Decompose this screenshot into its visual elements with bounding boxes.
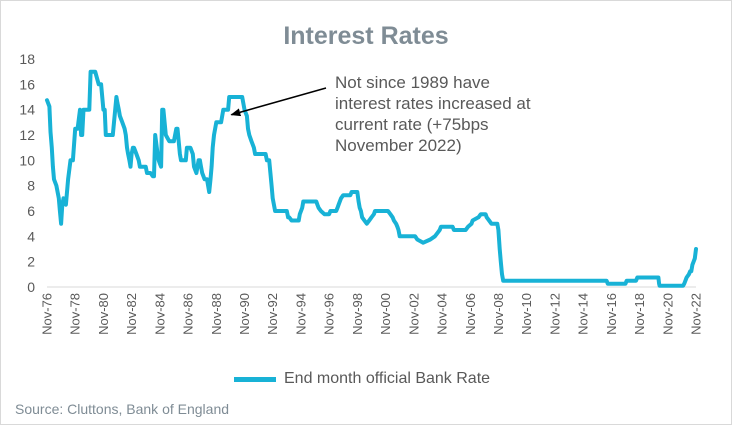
x-tick-label: Nov-78: [68, 293, 83, 335]
y-tick-label: 14: [19, 102, 35, 118]
series-line-bank-rate: [45, 69, 698, 288]
x-tick-label: Nov-06: [463, 293, 478, 335]
x-tick-label: Nov-18: [632, 293, 647, 335]
x-tick-label: Nov-14: [576, 293, 591, 335]
x-tick-label: Nov-84: [152, 293, 167, 335]
x-tick-label: Nov-76: [40, 293, 55, 335]
y-tick-label: 4: [27, 228, 35, 244]
x-tick-label: Nov-00: [378, 293, 393, 335]
legend-swatch: [234, 376, 276, 382]
y-axis: 0 2 4 6 8 10 12 14 16 18: [19, 51, 35, 295]
y-tick-label: 18: [19, 51, 35, 67]
source-note: Source: Cluttons, Bank of England: [15, 401, 230, 417]
y-tick-label: 8: [27, 178, 35, 194]
y-tick-label: 2: [27, 254, 35, 270]
x-axis: Nov-76 Nov-78 Nov-80 Nov-82 Nov-84 Nov-86 Nov-…: [40, 286, 704, 335]
legend: End month official Bank Rate: [234, 370, 490, 388]
x-tick-label: Nov-90: [237, 293, 252, 335]
y-tick-label: 16: [19, 76, 35, 92]
annotation-line: current rate (+75bps: [335, 115, 489, 134]
annotation-text: Not since 1989 have interest rates incre…: [335, 72, 531, 156]
chart-title: Interest Rates: [283, 22, 449, 50]
annotation-line: interest rates increased at: [335, 94, 531, 113]
y-tick-label: 10: [19, 152, 35, 168]
x-tick-label: Nov-20: [660, 293, 675, 335]
annotation-arrow: [230, 87, 327, 117]
annotation-line: November 2022): [335, 136, 462, 155]
x-tick-label: Nov-86: [181, 293, 196, 335]
x-tick-label: Nov-10: [519, 293, 534, 335]
y-tick-label: 0: [27, 279, 35, 295]
x-tick-label: Nov-02: [406, 293, 421, 335]
x-tick-label: Nov-08: [491, 293, 506, 335]
y-tick-label: 6: [27, 203, 35, 219]
x-tick-label: Nov-96: [322, 293, 337, 335]
y-tick-label: 12: [19, 127, 35, 143]
x-tick-label: Nov-12: [547, 293, 562, 335]
x-tick-label: Nov-92: [265, 293, 280, 335]
x-tick-label: Nov-88: [209, 293, 224, 335]
annotation-line: Not since 1989 have: [335, 73, 490, 92]
x-tick-label: Nov-98: [350, 293, 365, 335]
x-tick-label: Nov-82: [124, 293, 139, 335]
x-tick-label: Nov-04: [435, 293, 450, 335]
x-tick-label: Nov-16: [604, 293, 619, 335]
legend-label: End month official Bank Rate: [284, 370, 491, 387]
x-tick-label: Nov-22: [689, 293, 704, 335]
x-tick-label: Nov-80: [96, 293, 111, 335]
x-tick-label: Nov-94: [293, 293, 308, 335]
